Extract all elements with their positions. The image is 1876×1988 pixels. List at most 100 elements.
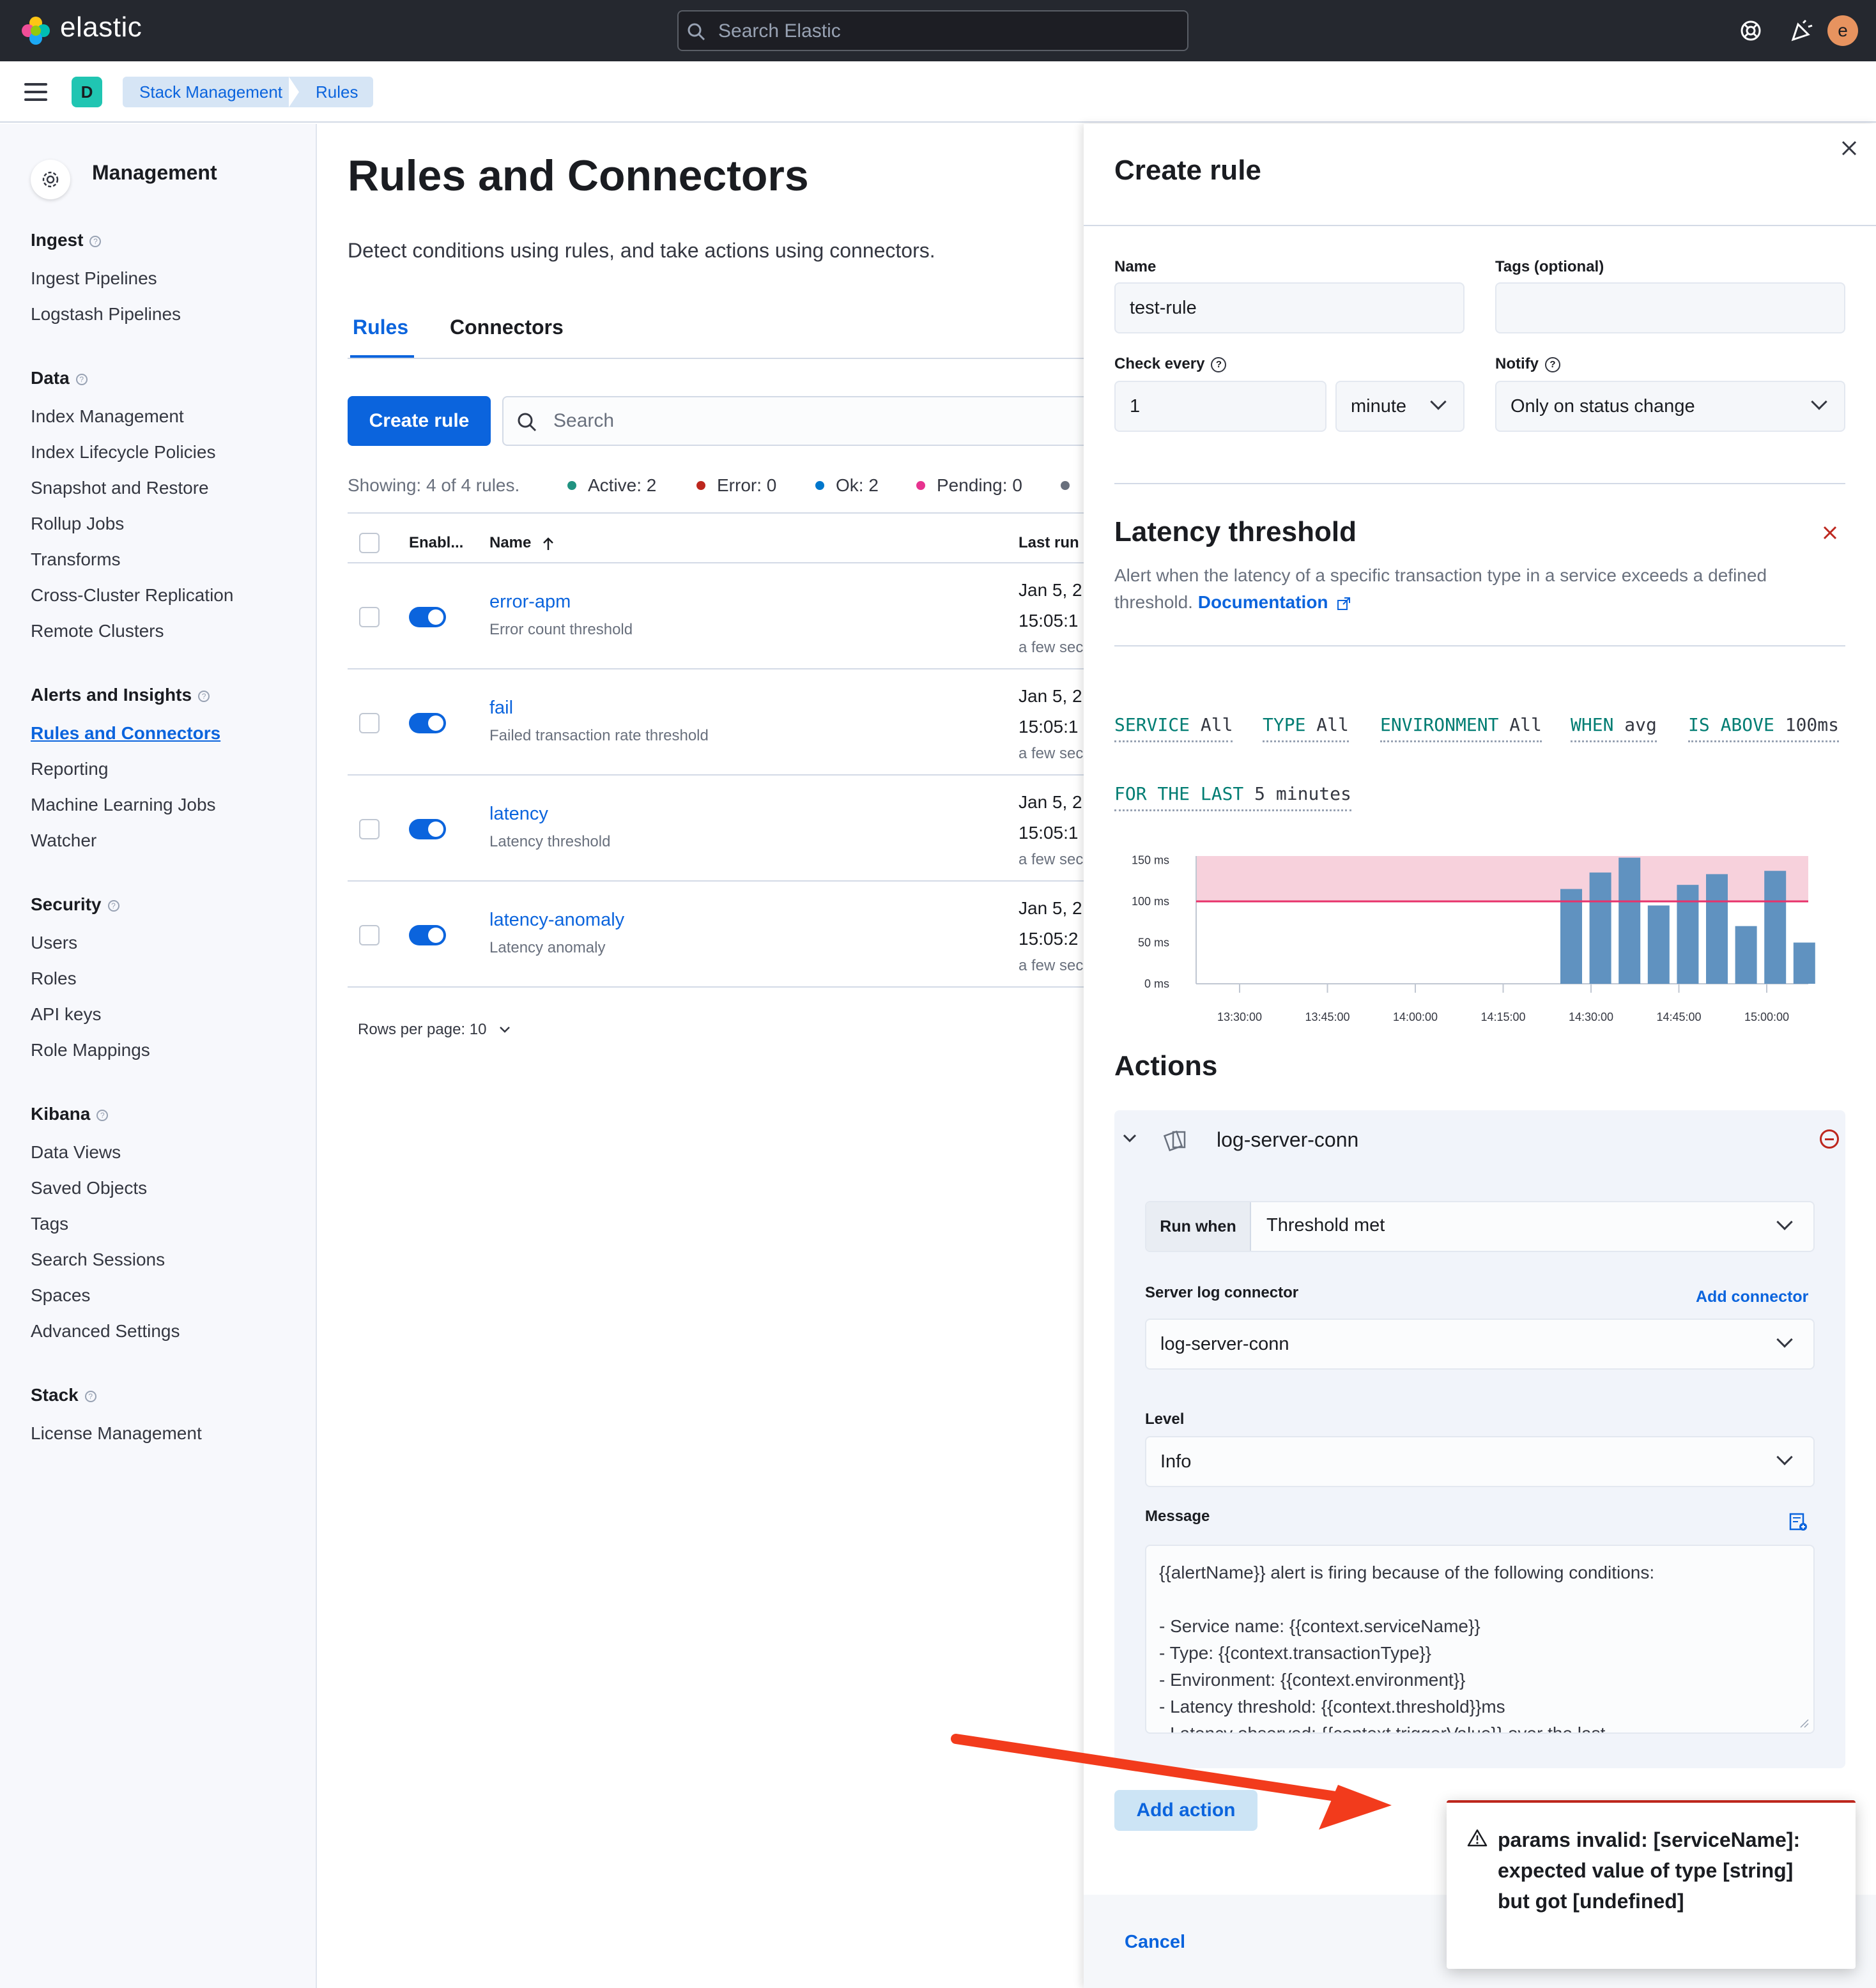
chart-bar: [1706, 874, 1728, 984]
sidebar-item-license[interactable]: License Management: [31, 1423, 202, 1443]
expression-environment[interactable]: ENVIRONMENT All: [1380, 714, 1542, 742]
row-checkbox[interactable]: [359, 925, 380, 945]
rules-search-input[interactable]: Search: [502, 396, 1090, 446]
section-divider: [1114, 483, 1845, 484]
sidebar-item-transforms[interactable]: Transforms: [31, 549, 121, 569]
table-row-border: [348, 880, 1084, 882]
rule-name-link[interactable]: latency: [489, 804, 548, 824]
menu-icon[interactable]: [24, 83, 47, 101]
name-label: Name: [1114, 258, 1157, 275]
row-checkbox[interactable]: [359, 713, 380, 733]
status-dot-icon: [916, 480, 925, 490]
chart-bar: [1677, 885, 1699, 984]
column-enabled[interactable]: Enabl...: [409, 534, 464, 551]
sidebar-item-spaces[interactable]: Spaces: [31, 1285, 91, 1305]
sidebar-item-snapshot-restore[interactable]: Snapshot and Restore: [31, 478, 209, 498]
expression-when[interactable]: WHEN avg: [1571, 714, 1657, 742]
run-when-select[interactable]: Threshold met: [1145, 1201, 1815, 1252]
rows-per-page-selector[interactable]: Rows per page: 10: [358, 1021, 511, 1039]
brand-name: elastic: [60, 11, 142, 43]
tags-label: Tags (optional): [1495, 258, 1604, 275]
rule-name-link[interactable]: latency-anomaly: [489, 910, 625, 930]
resize-handle-icon[interactable]: [1799, 1718, 1810, 1729]
level-select[interactable]: Info: [1145, 1436, 1815, 1487]
global-search-input[interactable]: Search Elastic: [677, 10, 1188, 51]
cancel-button[interactable]: Cancel: [1125, 1932, 1186, 1952]
sidebar-item-role-mappings[interactable]: Role Mappings: [31, 1040, 150, 1060]
help-icon[interactable]: [1738, 18, 1764, 43]
row-checkbox[interactable]: [359, 607, 380, 627]
check-every-input[interactable]: 1: [1114, 381, 1326, 432]
check-every-unit-select[interactable]: minute: [1335, 381, 1465, 432]
sidebar-item-saved-objects[interactable]: Saved Objects: [31, 1178, 148, 1198]
sidebar-item-remote-clusters[interactable]: Remote Clusters: [31, 621, 164, 641]
rules-search-placeholder: Search: [553, 410, 615, 431]
sidebar-section-kibana: Kibana?: [31, 1104, 109, 1124]
rule-name-link[interactable]: fail: [489, 698, 514, 718]
elastic-logo-icon[interactable]: [19, 14, 52, 47]
sidebar-section-stack: Stack?: [31, 1385, 96, 1405]
sidebar-item-index-management[interactable]: Index Management: [31, 406, 184, 426]
message-textarea[interactable]: {{alertName}} alert is firing because of…: [1145, 1545, 1815, 1734]
add-variable-icon[interactable]: [1788, 1511, 1808, 1532]
rule-enabled-toggle[interactable]: [409, 925, 446, 945]
rule-name-link[interactable]: error-apm: [489, 592, 571, 612]
x-tick-label: 13:45:00: [1305, 1011, 1349, 1022]
sidebar-item-api-keys[interactable]: API keys: [31, 1004, 102, 1024]
table-row-border: [348, 668, 1084, 669]
sidebar-item-ingest-pipelines[interactable]: Ingest Pipelines: [31, 268, 157, 288]
sidebar-item-ccr[interactable]: Cross-Cluster Replication: [31, 585, 234, 605]
sidebar-item-advanced-settings[interactable]: Advanced Settings: [31, 1321, 180, 1341]
close-icon[interactable]: [1840, 139, 1858, 157]
expression-is-above[interactable]: IS ABOVE 100ms: [1688, 714, 1840, 742]
sidebar-item-reporting[interactable]: Reporting: [31, 759, 109, 779]
sidebar-item-data-views[interactable]: Data Views: [31, 1142, 121, 1162]
sidebar-item-tags[interactable]: Tags: [31, 1214, 69, 1234]
column-name[interactable]: Name: [489, 534, 555, 552]
toast-message: params invalid: [serviceName]: expected …: [1498, 1828, 1801, 1913]
sidebar-item-ilm[interactable]: Index Lifecycle Policies: [31, 442, 216, 462]
sidebar-item-rollup-jobs[interactable]: Rollup Jobs: [31, 514, 125, 533]
stat-ok: Ok: 2: [815, 475, 879, 496]
connector-select[interactable]: log-server-conn: [1145, 1319, 1815, 1370]
remove-action-icon[interactable]: [1820, 1129, 1839, 1149]
breadcrumb-stack-management[interactable]: Stack Management: [123, 77, 302, 107]
sidebar-item-users[interactable]: Users: [31, 933, 78, 952]
expression-type[interactable]: TYPE All: [1263, 714, 1349, 742]
sidebar-item-search-sessions[interactable]: Search Sessions: [31, 1250, 165, 1269]
add-connector-link[interactable]: Add connector: [1696, 1288, 1809, 1306]
column-last-run[interactable]: Last run: [1019, 534, 1079, 551]
remove-rule-type-icon[interactable]: [1822, 525, 1838, 540]
question-icon: ?: [96, 1109, 109, 1121]
select-all-checkbox[interactable]: [359, 533, 380, 553]
rule-enabled-toggle[interactable]: [409, 819, 446, 839]
add-action-button[interactable]: Add action: [1114, 1790, 1257, 1831]
rule-enabled-toggle[interactable]: [409, 713, 446, 733]
documentation-link[interactable]: Documentation: [1197, 592, 1328, 612]
space-avatar[interactable]: D: [72, 77, 102, 107]
rule-name-input[interactable]: test-rule: [1114, 282, 1465, 333]
sidebar-item-ml-jobs[interactable]: Machine Learning Jobs: [31, 795, 216, 814]
sidebar-item-rules-connectors[interactable]: Rules and Connectors: [31, 723, 221, 743]
level-label: Level: [1145, 1411, 1185, 1428]
row-checkbox[interactable]: [359, 819, 380, 839]
check-every-label: Check every?: [1114, 355, 1227, 373]
notify-select[interactable]: Only on status change: [1495, 381, 1845, 432]
expression-service[interactable]: SERVICE All: [1114, 714, 1233, 742]
error-toast[interactable]: [1447, 1800, 1856, 1969]
create-rule-button[interactable]: Create rule: [348, 396, 491, 446]
user-avatar[interactable]: e: [1827, 15, 1858, 46]
tab-connectors[interactable]: Connectors: [450, 316, 564, 339]
tab-rules[interactable]: Rules: [353, 316, 409, 339]
sidebar-item-logstash-pipelines[interactable]: Logstash Pipelines: [31, 304, 181, 324]
action-connector-name: log-server-conn: [1217, 1128, 1359, 1151]
sidebar-item-watcher[interactable]: Watcher: [31, 830, 97, 850]
chevron-down-icon: [1776, 1214, 1793, 1230]
news-feed-icon[interactable]: [1789, 18, 1815, 43]
sidebar-item-roles[interactable]: Roles: [31, 968, 77, 988]
expression-for-the-last[interactable]: FOR THE LAST 5 minutes: [1114, 783, 1351, 811]
rule-enabled-toggle[interactable]: [409, 607, 446, 627]
chevron-down-icon[interactable]: [1122, 1132, 1137, 1145]
stat-more: [1061, 475, 1081, 496]
tags-input[interactable]: [1495, 282, 1845, 333]
